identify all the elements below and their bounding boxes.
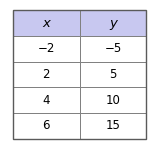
Bar — [13, 36, 80, 62]
Text: 5: 5 — [109, 68, 117, 81]
Text: x: x — [42, 16, 50, 30]
Bar — [80, 113, 146, 139]
Bar — [80, 62, 146, 87]
Bar — [13, 87, 80, 113]
Text: y: y — [109, 16, 117, 30]
Text: 6: 6 — [42, 119, 50, 132]
Bar — [80, 36, 146, 62]
Bar — [13, 113, 80, 139]
Text: 15: 15 — [105, 119, 120, 132]
Text: 10: 10 — [105, 94, 120, 107]
Bar — [80, 87, 146, 113]
Text: −2: −2 — [37, 42, 55, 55]
Text: 4: 4 — [42, 94, 50, 107]
Bar — [80, 10, 146, 36]
Bar — [13, 62, 80, 87]
Text: 2: 2 — [42, 68, 50, 81]
Text: −5: −5 — [104, 42, 121, 55]
Bar — [13, 10, 80, 36]
Bar — [13, 10, 146, 139]
